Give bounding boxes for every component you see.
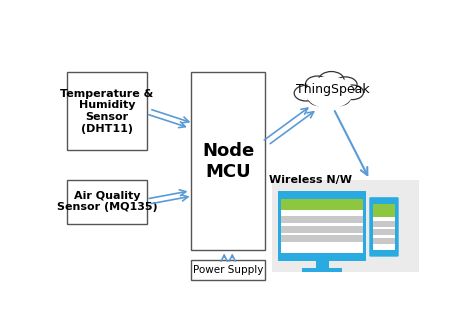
FancyBboxPatch shape	[373, 204, 395, 250]
Circle shape	[316, 83, 343, 101]
FancyBboxPatch shape	[191, 72, 265, 250]
Text: Wireless N/W: Wireless N/W	[269, 175, 352, 184]
FancyBboxPatch shape	[281, 199, 364, 210]
FancyBboxPatch shape	[281, 199, 364, 253]
FancyBboxPatch shape	[66, 180, 147, 223]
FancyBboxPatch shape	[281, 235, 364, 242]
Text: Air Quality
Sensor (MQ135): Air Quality Sensor (MQ135)	[57, 191, 157, 212]
Circle shape	[308, 90, 332, 106]
FancyBboxPatch shape	[373, 229, 395, 235]
FancyBboxPatch shape	[316, 260, 329, 270]
Circle shape	[306, 77, 353, 108]
Text: Node
MCU: Node MCU	[202, 142, 255, 181]
FancyBboxPatch shape	[278, 191, 366, 261]
FancyBboxPatch shape	[281, 199, 306, 210]
FancyBboxPatch shape	[373, 238, 395, 244]
Text: ThingSpeak: ThingSpeak	[296, 83, 370, 96]
Text: Power Supply: Power Supply	[193, 265, 264, 275]
FancyBboxPatch shape	[66, 72, 147, 150]
FancyBboxPatch shape	[281, 216, 364, 223]
FancyBboxPatch shape	[369, 197, 399, 257]
FancyBboxPatch shape	[281, 226, 364, 233]
Circle shape	[294, 85, 318, 101]
Circle shape	[334, 77, 357, 93]
FancyBboxPatch shape	[191, 260, 265, 280]
Circle shape	[327, 90, 350, 106]
FancyBboxPatch shape	[373, 221, 395, 227]
Text: Temperature &
Humidity
Sensor
(DHT11): Temperature & Humidity Sensor (DHT11)	[60, 89, 154, 134]
Circle shape	[341, 85, 364, 100]
FancyBboxPatch shape	[272, 180, 419, 272]
FancyBboxPatch shape	[373, 204, 395, 217]
FancyBboxPatch shape	[302, 268, 342, 272]
Circle shape	[319, 72, 344, 88]
Circle shape	[306, 76, 329, 92]
